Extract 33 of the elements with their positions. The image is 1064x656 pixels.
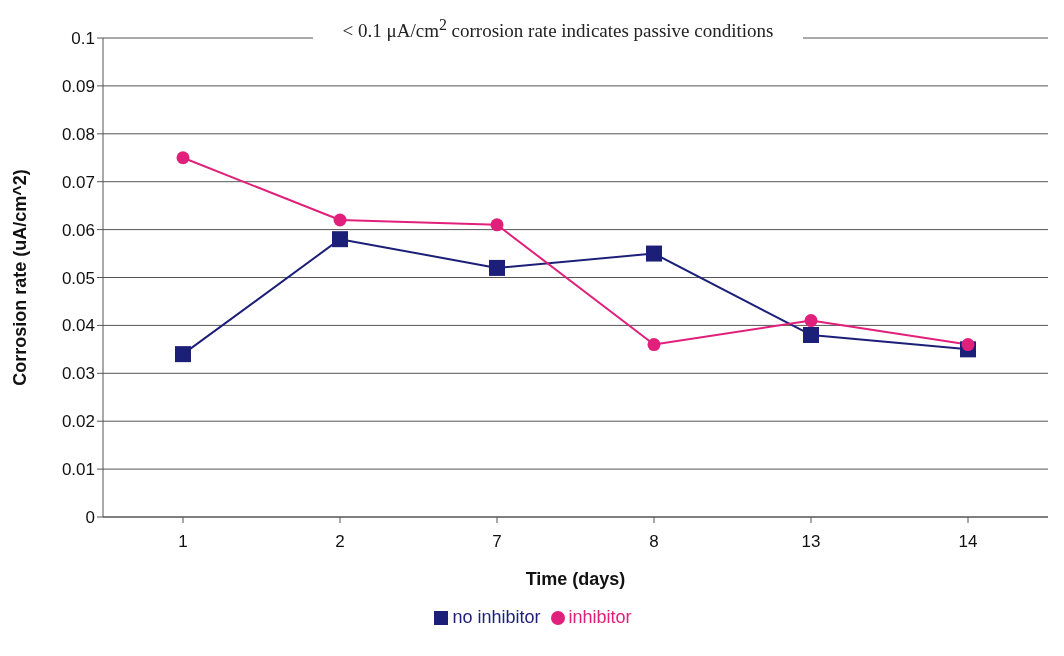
x-tick-label: 1 (178, 532, 188, 552)
x-tick-label: 7 (492, 532, 502, 552)
x-axis-title: Time (days) (525, 569, 626, 589)
y-tick-label: 0.09 (61, 76, 95, 96)
y-tick-label: 0.1 (71, 29, 95, 49)
point (803, 326, 819, 343)
y-tick-label: 0 (85, 508, 95, 528)
point (176, 151, 190, 165)
x-tick-label: 14 (958, 532, 978, 552)
legend-label: no inhibitor (452, 607, 541, 627)
point (804, 314, 818, 328)
y-tick-label: 0.08 (61, 124, 95, 144)
point (175, 346, 191, 363)
point (490, 218, 504, 232)
chart-title: < 0.1 μA/cm$^{2}$ corrosion rate indicates passive conditions (341, 16, 775, 42)
y-axis-title: Corrosion rate (uA/cm^2) (10, 169, 31, 386)
x-tick-label: 2 (335, 532, 345, 552)
point (646, 245, 662, 262)
point (333, 213, 347, 227)
y-tick-label: 0.07 (61, 172, 95, 192)
point (332, 231, 348, 248)
point (647, 338, 661, 352)
y-tick-label: 0.01 (61, 460, 95, 480)
x-tick-label: 8 (649, 532, 659, 552)
point (489, 259, 505, 276)
point (961, 338, 975, 352)
y-tick-label: 0.05 (61, 268, 95, 288)
y-tick-label: 0.02 (61, 412, 95, 432)
y-tick-label: 0.04 (61, 316, 95, 336)
legend-label: inhibitor (568, 607, 632, 627)
y-tick-label: 0.06 (61, 220, 95, 240)
y-tick-label: 0.03 (61, 364, 95, 384)
x-tick-label: 13 (801, 532, 821, 552)
